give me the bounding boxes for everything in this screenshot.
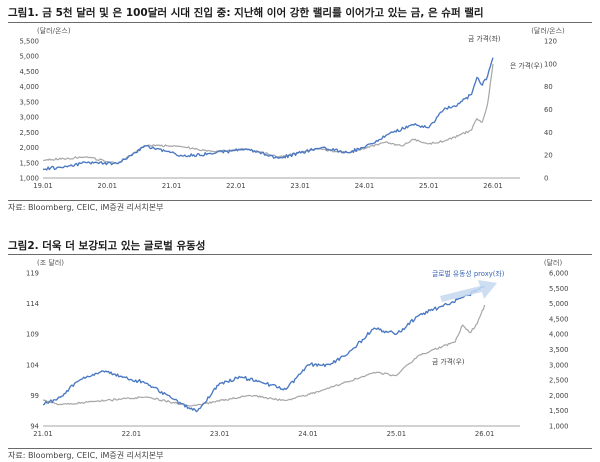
x-tick-label: 21.01 <box>33 430 52 438</box>
y-left-tick-label: 114 <box>26 300 39 308</box>
left-axis-unit: (달러/온스) <box>37 26 71 35</box>
legend-label: 글로벌 유동성 proxy(좌) <box>432 269 505 278</box>
y-right-tick-label: 20 <box>544 152 553 160</box>
y-right-tick-label: 40 <box>544 129 553 137</box>
figure2-source: 자료: Bloomberg, CEIC, iM증권 리서치본부 <box>8 451 164 460</box>
x-tick-label: 19.01 <box>33 182 52 190</box>
y-right-tick-label: 3,500 <box>549 346 568 354</box>
y-right-tick-label: 2,000 <box>549 392 568 400</box>
x-tick-label: 24.01 <box>355 182 374 190</box>
y-left-tick-label: 94 <box>30 423 39 431</box>
x-tick-label: 22.01 <box>122 430 141 438</box>
figure1-title-rule <box>8 22 592 23</box>
figure1-source-rule <box>8 200 592 201</box>
right-axis-unit: (달러) <box>544 258 563 267</box>
y-left-tick-label: 4,000 <box>20 83 39 91</box>
y-right-tick-label: 6,000 <box>549 270 568 278</box>
figure1-source: 자료: Bloomberg, CEIC, iM증권 리서치본부 <box>8 203 164 212</box>
y-left-tick-label: 104 <box>26 361 39 369</box>
legend-label: 금 가격(좌) <box>468 34 501 43</box>
y-left-tick-label: 2,000 <box>20 144 39 152</box>
y-left-tick-label: 109 <box>26 331 39 339</box>
figure2-title: 그림2. 더욱 더 보강되고 있는 글로벌 유동성 <box>8 240 206 252</box>
legend-label: 금 가격(우) <box>432 357 465 366</box>
y-left-tick-label: 2,500 <box>20 129 39 137</box>
y-left-tick-label: 119 <box>26 270 39 278</box>
y-right-tick-label: 1,500 <box>549 407 568 415</box>
x-tick-label: 22.01 <box>226 182 245 190</box>
x-tick-label: 26.01 <box>475 430 494 438</box>
y-left-tick-label: 5,000 <box>20 53 39 61</box>
y-right-tick-label: 60 <box>544 106 553 114</box>
y-left-tick-label: 3,500 <box>20 98 39 106</box>
x-tick-label: 23.01 <box>210 430 229 438</box>
left-axis-unit: (조 달러) <box>37 258 64 267</box>
y-left-tick-label: 99 <box>30 392 39 400</box>
y-right-tick-label: 80 <box>544 83 553 91</box>
x-tick-label: 24.01 <box>298 430 317 438</box>
legend-label: 은 가격(우) <box>510 61 543 70</box>
figure2-source-rule <box>8 448 592 449</box>
x-tick-label: 23.01 <box>290 182 309 190</box>
y-left-tick-label: 1,000 <box>20 175 39 183</box>
y-right-tick-label: 4,500 <box>549 315 568 323</box>
y-right-tick-label: 0 <box>544 175 548 183</box>
y-right-tick-label: 100 <box>544 60 557 68</box>
series-line-left-axis <box>42 285 485 413</box>
x-tick-label: 25.01 <box>387 430 406 438</box>
y-right-tick-label: 5,000 <box>549 300 568 308</box>
y-right-tick-label: 2,500 <box>549 377 568 385</box>
figure2-title-rule <box>8 254 592 255</box>
x-tick-label: 25.01 <box>419 182 438 190</box>
y-left-tick-label: 4,500 <box>20 68 39 76</box>
x-tick-label: 26.01 <box>483 182 502 190</box>
x-tick-label: 20.01 <box>98 182 117 190</box>
y-right-tick-label: 120 <box>544 38 557 46</box>
figure2-chart: (조 달러) (달러) 94 99 104 109 114 119 1,000 1,500 2,00… <box>26 258 568 438</box>
figure1-title: 그림1. 금 5천 달러 및 은 100달러 시대 진입 중: 지난해 이어 강… <box>8 7 484 19</box>
series-line-right-axis <box>43 63 494 165</box>
series-line-right-axis <box>42 304 486 407</box>
right-axis-unit: (달러/온스) <box>531 26 565 35</box>
y-right-tick-label: 4,000 <box>549 331 568 339</box>
y-left-tick-label: 1,500 <box>20 159 39 167</box>
y-left-tick-label: 3,000 <box>20 114 39 122</box>
y-right-tick-label: 1,000 <box>549 423 568 431</box>
trend-arrow <box>440 280 497 302</box>
x-tick-label: 21.01 <box>162 182 181 190</box>
figure1-chart: (달러/온스) (달러/온스) 1,000 1,500 2,000 2,500 3,000 3… <box>20 26 566 190</box>
y-right-tick-label: 5,500 <box>549 285 568 293</box>
y-right-tick-label: 3,000 <box>549 361 568 369</box>
series-line-left-axis <box>42 57 494 171</box>
y-left-tick-label: 5,500 <box>20 38 39 46</box>
